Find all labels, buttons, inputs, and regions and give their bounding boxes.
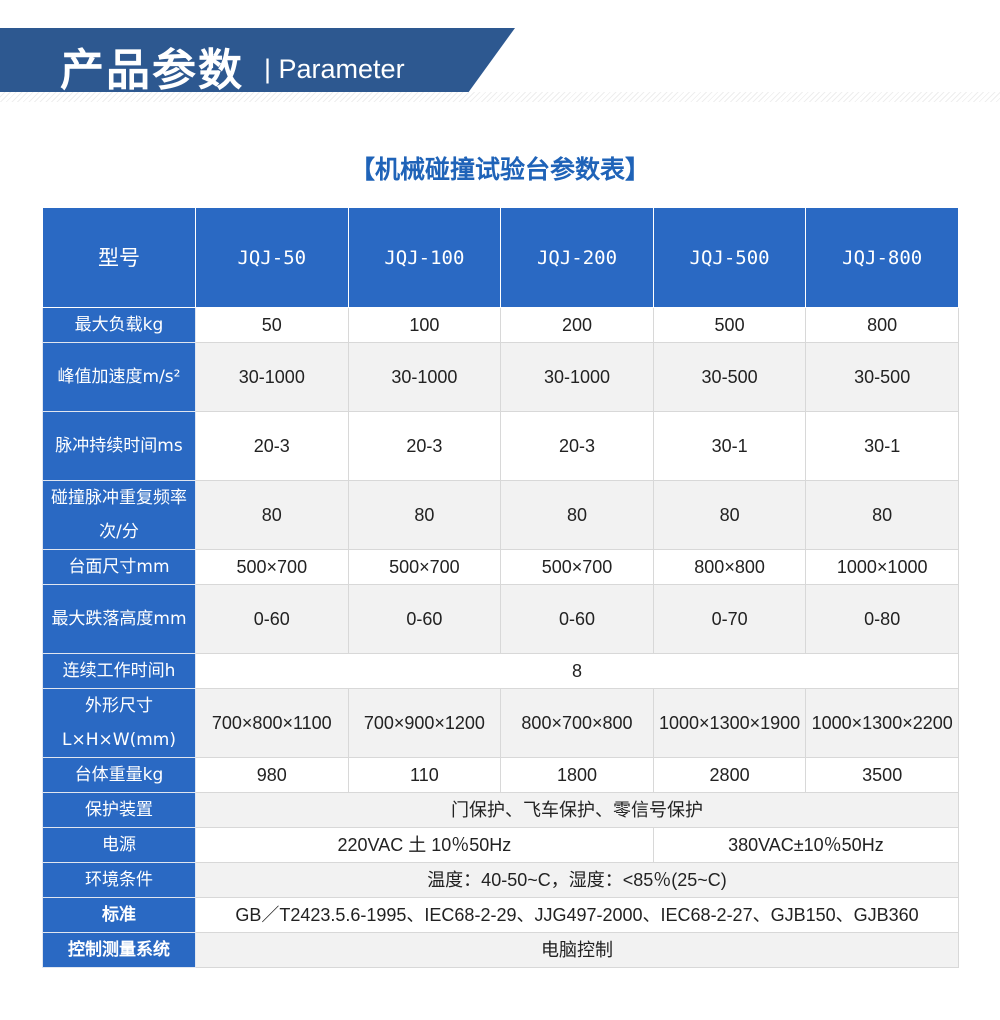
value-cell: 20-3 [195,411,349,481]
row-label: 环境条件 [42,862,196,898]
value-cell: 220VAC 土 10％50Hz [195,827,654,863]
value-cell: 1000×1000 [805,549,959,585]
value-cell: 电脑控制 [195,932,959,968]
table-row: 台面尺寸mm 500×700 500×700 500×700 800×800 1000×1… [42,549,959,585]
value-cell: 80 [195,480,349,550]
value-cell: 980 [195,757,349,793]
banner-stripes [0,92,1000,102]
value-cell: 0-70 [652,584,807,654]
row-label: 最大跌落高度mm [42,584,196,654]
value-cell: 500×700 [347,549,502,585]
value-cell: 1000×1300×1900 [652,688,807,758]
value-cell: 30-1000 [347,342,502,412]
row-label: 台体重量kg [42,757,196,793]
value-cell: 30-1000 [500,342,654,412]
value-cell: 3500 [805,757,959,793]
value-cell: 800×800 [652,549,807,585]
value-cell: 30-500 [805,342,959,412]
section-banner [0,28,515,92]
row-label: 脉冲持续时间ms [42,411,196,481]
value-cell: 800 [805,307,959,343]
value-cell: 8 [195,653,959,689]
row-label: 标准 [42,897,196,933]
row-label: 外形尺寸L×H×W(mm) [42,688,196,758]
table-row: 峰值加速度m/s² 30-1000 30-1000 30-1000 30-500 30-5… [42,342,959,412]
value-cell: 2800 [652,757,807,793]
row-label: 电源 [42,827,196,863]
value-cell: 100 [347,307,502,343]
value-cell: 80 [347,480,502,550]
table-row: 控制测量系统 电脑控制 [42,932,959,968]
section-title: 产品参数 [60,45,244,96]
value-cell: 50 [195,307,349,343]
value-cell: 200 [500,307,654,343]
value-cell: 380VAC±10％50Hz [652,827,960,863]
value-cell: 30-1000 [195,342,349,412]
table-row: 标准 GB／T2423.5.6-1995、IEC68-2-29、JJG497-20… [42,897,959,933]
value-cell: 20-3 [500,411,654,481]
header-cell: 型号 [42,207,196,308]
value-cell: 110 [347,757,502,793]
table-row: 台体重量kg 980 110 1800 2800 3500 [42,757,959,793]
value-cell: 0-80 [805,584,959,654]
value-cell: 1800 [500,757,654,793]
value-cell: 500×700 [500,549,654,585]
table-row: 碰撞脉冲重复频率次/分 80 80 80 80 80 [42,480,959,550]
value-cell: 700×800×1100 [195,688,349,758]
value-cell: 30-1 [652,411,807,481]
table-title: 【机械碰撞试验台参数表】 [349,155,650,184]
row-label: 碰撞脉冲重复频率次/分 [42,480,196,550]
table-row: 电源 220VAC 土 10％50Hz 380VAC±10％50Hz [42,827,960,863]
row-label: 保护装置 [42,792,196,828]
value-cell: 20-3 [347,411,502,481]
header-cell: JQJ-800 [805,207,959,308]
row-label: 台面尺寸mm [42,549,196,585]
value-cell: 门保护、飞车保护、零信号保护 [195,792,959,828]
value-cell: 1000×1300×2200 [805,688,959,758]
row-label: 峰值加速度m/s² [42,342,196,412]
table-row: 保护装置 门保护、飞车保护、零信号保护 [42,792,959,828]
value-cell: 0-60 [195,584,349,654]
value-cell: 500×700 [195,549,349,585]
value-cell: 500 [652,307,807,343]
header-cell: JQJ-100 [347,207,502,308]
row-label: 连续工作时间h [42,653,196,689]
value-cell: 温度：40-50~C，湿度：<85％(25~C) [195,862,959,898]
value-cell: 800×700×800 [500,688,654,758]
table-row: 连续工作时间h 8 [42,653,959,689]
header-cell: JQJ-500 [652,207,807,308]
value-cell: GB／T2423.5.6-1995、IEC68-2-29、JJG497-2000… [195,897,959,933]
value-cell: 700×900×1200 [347,688,502,758]
value-cell: 0-60 [347,584,502,654]
value-cell: 30-1 [805,411,959,481]
row-label: 控制测量系统 [42,932,196,968]
value-cell: 80 [805,480,959,550]
value-cell: 80 [652,480,807,550]
table-row: 最大跌落高度mm 0-60 0-60 0-60 0-70 0-80 [42,584,959,654]
table-row: 脉冲持续时间ms 20-3 20-3 20-3 30-1 30-1 [42,411,959,481]
value-cell: 0-60 [500,584,654,654]
table-row: 最大负载kg 50 100 200 500 800 [42,307,959,343]
table-row: 环境条件 温度：40-50~C，湿度：<85％(25~C) [42,862,959,898]
value-cell: 30-500 [652,342,807,412]
table-row: 外形尺寸L×H×W(mm) 700×800×1100 700×900×1200 800… [42,688,959,758]
header-cell: JQJ-200 [500,207,654,308]
table-header-row: 型号 JQJ-50 JQJ-100 JQJ-200 JQJ-500 JQJ-800 [42,207,959,308]
header-cell: JQJ-50 [195,207,349,308]
value-cell: 80 [500,480,654,550]
parameter-table: 型号 JQJ-50 JQJ-100 JQJ-200 JQJ-500 JQJ-800 最大负载… [42,207,960,968]
row-label: 最大负载kg [42,307,196,343]
section-subtitle: | Parameter [264,54,405,84]
